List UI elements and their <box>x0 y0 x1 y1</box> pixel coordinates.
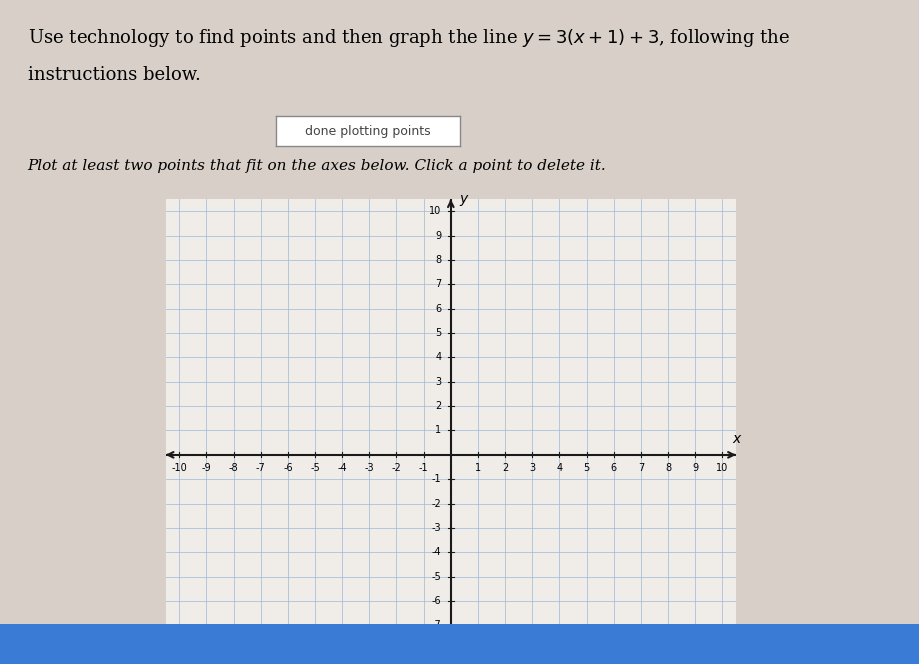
Text: 9: 9 <box>435 230 441 241</box>
Text: 10: 10 <box>428 207 441 216</box>
Text: -7: -7 <box>255 463 266 473</box>
Text: -5: -5 <box>310 463 320 473</box>
Text: Use technology to find points and then graph the line $y = 3(x + 1) + 3$, follow: Use technology to find points and then g… <box>28 27 789 48</box>
Text: -3: -3 <box>364 463 374 473</box>
Text: 2: 2 <box>502 463 507 473</box>
Text: 1: 1 <box>435 426 441 436</box>
Text: 3: 3 <box>528 463 535 473</box>
Text: y: y <box>459 192 467 207</box>
Text: 7: 7 <box>637 463 643 473</box>
Text: 8: 8 <box>435 255 441 265</box>
Text: 2: 2 <box>435 401 441 411</box>
Text: -6: -6 <box>431 596 441 606</box>
Text: 5: 5 <box>583 463 589 473</box>
Text: 3: 3 <box>435 376 441 387</box>
Text: 8: 8 <box>664 463 671 473</box>
Text: 1: 1 <box>474 463 481 473</box>
Text: instructions below.: instructions below. <box>28 66 200 84</box>
Text: -1: -1 <box>431 474 441 484</box>
Text: 6: 6 <box>610 463 616 473</box>
Text: -2: -2 <box>431 499 441 509</box>
Text: -5: -5 <box>431 572 441 582</box>
Text: -7: -7 <box>431 620 441 630</box>
Text: -4: -4 <box>337 463 346 473</box>
Text: -3: -3 <box>431 523 441 533</box>
Text: 10: 10 <box>716 463 728 473</box>
Text: -1: -1 <box>418 463 428 473</box>
Text: Plot at least two points that fit on the axes below. Click a point to delete it.: Plot at least two points that fit on the… <box>28 159 606 173</box>
Text: 4: 4 <box>435 353 441 363</box>
Text: -8: -8 <box>229 463 238 473</box>
Text: -6: -6 <box>283 463 292 473</box>
Text: 5: 5 <box>435 328 441 338</box>
Text: 6: 6 <box>435 303 441 314</box>
Text: -10: -10 <box>171 463 187 473</box>
Text: 4: 4 <box>556 463 562 473</box>
Text: -2: -2 <box>391 463 401 473</box>
Text: x: x <box>732 432 739 446</box>
Text: -9: -9 <box>201 463 211 473</box>
Text: -4: -4 <box>431 547 441 557</box>
Text: 7: 7 <box>435 280 441 290</box>
Text: done plotting points: done plotting points <box>305 125 430 137</box>
Text: 9: 9 <box>691 463 698 473</box>
